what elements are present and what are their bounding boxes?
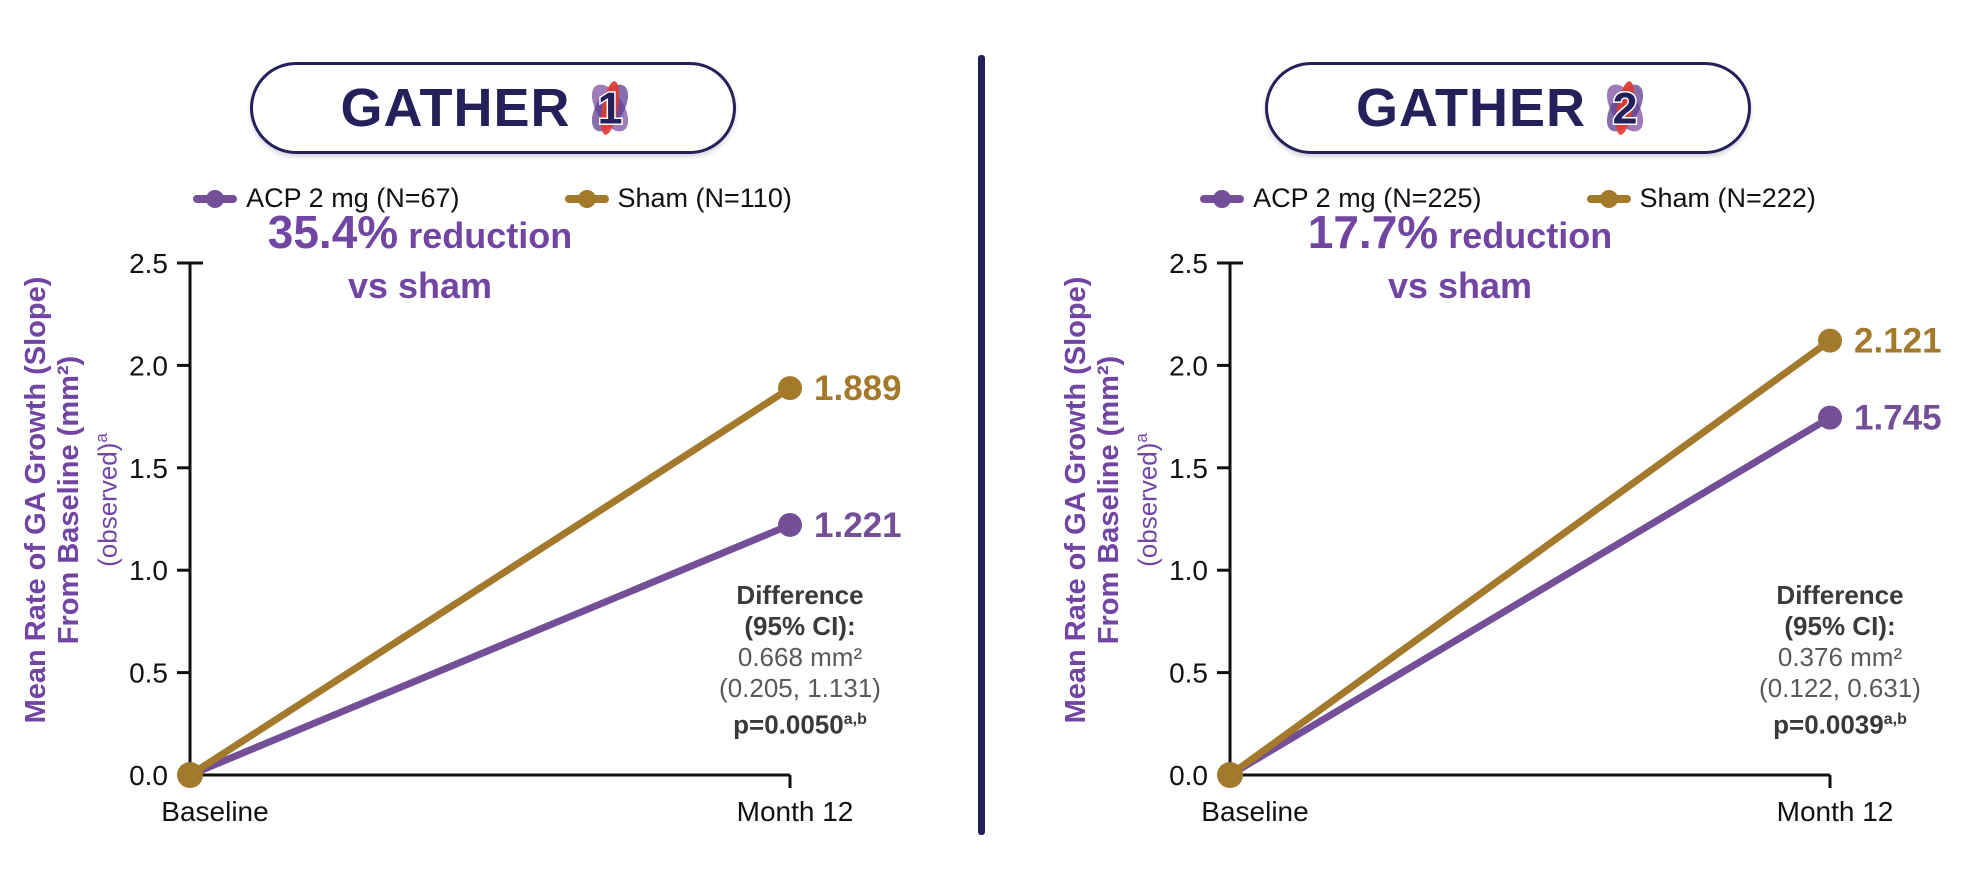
- gather2-panel: GATHER 2 ACP 2 mg (N=225) Sham (N=222) M…: [1040, 0, 1976, 880]
- y-tick-label: 1.5: [129, 453, 168, 484]
- y-tick-label: 2.0: [129, 350, 168, 381]
- series-line-sham: [1226, 337, 1834, 779]
- difference-value: 0.668 mm²: [737, 642, 863, 672]
- y-axis-title-line2: From Baseline (mm²): [53, 355, 85, 645]
- gather2-line-plot: 0.0 0.5 1.0 1.5 2.0 2.5 Baseline Month 12 1.745 2…: [1169, 248, 1942, 827]
- sham-legend-label: Sham (N=222): [1639, 183, 1816, 213]
- acp-legend-marker-icon: [1200, 189, 1245, 208]
- y-tick-label: 2.0: [1169, 350, 1208, 381]
- acp-legend-label: ACP 2 mg (N=67): [246, 183, 460, 213]
- reduction-line1: 35.4% reduction: [267, 206, 573, 258]
- gather2-difference-annotation: Difference (95% CI): 0.376 mm² (0.122, 0…: [1690, 580, 1976, 741]
- data-point-baseline: [177, 762, 203, 788]
- x-tick-label-baseline: Baseline: [1201, 796, 1308, 827]
- gather2-logo-icon: 2: [1606, 81, 1644, 135]
- legend-item-acp: ACP 2 mg (N=67): [193, 183, 460, 214]
- gather2-logo-text: GATHER: [1356, 78, 1586, 138]
- value-label-sham: 2.121: [1854, 322, 1942, 361]
- reduction-line1: 17.7% reduction: [1307, 206, 1613, 258]
- y-tick-label: 1.0: [1169, 555, 1208, 586]
- data-point-acp-2-mg: [1818, 405, 1842, 430]
- x-tick-label-month12: Month 12: [1777, 796, 1894, 827]
- difference-ci-label: (95% CI):: [744, 611, 856, 641]
- gather2-reduction-annotation: 17.7% reduction vs sham: [1200, 205, 1720, 307]
- y-axis-title-line1: Mean Rate of GA Growth (Slope): [20, 276, 52, 724]
- legend-item-sham: Sham (N=110): [564, 183, 792, 214]
- data-point-sham: [778, 376, 802, 401]
- data-point-sham: [1818, 328, 1842, 353]
- panel-divider: [978, 55, 985, 835]
- gather1-line-plot: 0.0 0.5 1.0 1.5 2.0 2.5 Baseline Month 12 1.221 1…: [129, 248, 902, 827]
- difference-title: Difference: [736, 580, 864, 610]
- difference-ci-label: (95% CI):: [1784, 611, 1896, 641]
- gather1-difference-annotation: Difference (95% CI): 0.668 mm² (0.205, 1…: [650, 580, 950, 741]
- difference-ci: (0.205, 1.131): [719, 673, 881, 703]
- y-tick-label: 0.5: [1169, 658, 1208, 689]
- value-label-acp-2-mg: 1.745: [1854, 399, 1942, 438]
- gather1-logo-pill: GATHER 1: [249, 62, 736, 154]
- y-tick-label: 2.5: [1169, 248, 1208, 279]
- value-label-acp-2-mg: 1.221: [814, 506, 902, 545]
- data-point-baseline: [1217, 762, 1243, 788]
- gather1-panel: GATHER 1 ACP 2 mg (N=67) Sham (N=110) Me…: [0, 0, 985, 880]
- acp-legend-label: ACP 2 mg (N=225): [1253, 183, 1482, 213]
- difference-ci: (0.122, 0.631): [1759, 673, 1921, 703]
- gather1-logo-text: GATHER: [340, 78, 571, 138]
- legend-item-sham: Sham (N=222): [1586, 183, 1816, 214]
- series-line-sham: [186, 384, 794, 779]
- data-point-acp-2-mg: [778, 512, 802, 537]
- difference-title: Difference: [1776, 580, 1904, 610]
- gather1-logo-icon: 1: [591, 81, 628, 135]
- reduction-line2: vs sham: [347, 265, 493, 306]
- x-tick-label-baseline: Baseline: [161, 796, 268, 827]
- y-tick-label: 0.0: [1169, 760, 1208, 791]
- difference-value: 0.376 mm²: [1777, 642, 1903, 672]
- value-label-sham: 1.889: [814, 369, 902, 408]
- acp-legend-marker-icon: [193, 189, 238, 208]
- gather1-logo-number: 1: [597, 85, 622, 134]
- y-tick-label: 2.5: [129, 248, 168, 279]
- legend-item-acp: ACP 2 mg (N=225): [1200, 183, 1482, 214]
- series-line-acp-2-mg: [1226, 414, 1834, 779]
- gather1-reduction-annotation: 35.4% reduction vs sham: [160, 205, 680, 307]
- sham-legend-marker-icon: [1586, 189, 1631, 208]
- difference-pvalue: p=0.0039a,b: [1773, 709, 1907, 740]
- gather1-legend: ACP 2 mg (N=67) Sham (N=110): [0, 183, 985, 214]
- y-tick-label: 1.5: [1169, 453, 1208, 484]
- difference-pvalue: p=0.0050a,b: [733, 709, 867, 740]
- y-tick-label: 1.0: [129, 555, 168, 586]
- sham-legend-marker-icon: [564, 189, 609, 208]
- gather2-logo-pill: GATHER 2: [1265, 62, 1751, 154]
- series-line-acp-2-mg: [186, 521, 794, 779]
- reduction-line2: vs sham: [1387, 265, 1533, 306]
- sham-legend-label: Sham (N=110): [617, 183, 792, 213]
- gather2-logo-number: 2: [1613, 85, 1638, 134]
- y-axis-title-line1: Mean Rate of GA Growth (Slope): [1060, 276, 1092, 724]
- y-tick-label: 0.5: [129, 658, 168, 689]
- gather2-legend: ACP 2 mg (N=225) Sham (N=222): [1040, 183, 1976, 214]
- y-tick-label: 0.0: [129, 760, 168, 791]
- y-axis-title-line2: From Baseline (mm²): [1093, 355, 1125, 645]
- x-tick-label-month12: Month 12: [737, 796, 854, 827]
